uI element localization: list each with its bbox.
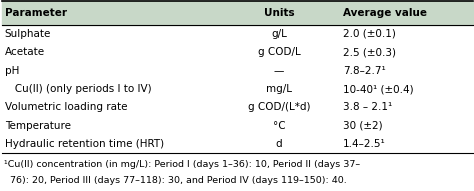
- Text: pH: pH: [5, 66, 19, 76]
- Text: 76): 20, Period III (days 77–118): 30, and Period IV (days 119–150): 40.: 76): 20, Period III (days 77–118): 30, a…: [4, 176, 346, 185]
- Text: mg/L: mg/L: [266, 84, 292, 94]
- Text: 7.8–2.7¹: 7.8–2.7¹: [343, 66, 385, 76]
- Text: —: —: [273, 66, 284, 76]
- Text: 2.5 (±0.3): 2.5 (±0.3): [343, 47, 396, 57]
- Text: Acetate: Acetate: [5, 47, 45, 57]
- Text: 1.4–2.5¹: 1.4–2.5¹: [343, 139, 385, 149]
- Text: Sulphate: Sulphate: [5, 29, 51, 39]
- Text: 3.8 – 2.1¹: 3.8 – 2.1¹: [343, 102, 392, 112]
- Text: Parameter: Parameter: [5, 8, 67, 18]
- Text: Volumetric loading rate: Volumetric loading rate: [5, 102, 127, 112]
- Text: Hydraulic retention time (HRT): Hydraulic retention time (HRT): [5, 139, 164, 149]
- Text: 30 (±2): 30 (±2): [343, 121, 383, 131]
- Text: Cu(II) (only periods I to IV): Cu(II) (only periods I to IV): [5, 84, 151, 94]
- Text: g COD/(L*d): g COD/(L*d): [247, 102, 310, 112]
- Text: Units: Units: [264, 8, 294, 18]
- Text: d: d: [275, 139, 282, 149]
- Text: ¹Cu(II) concentration (in mg/L): Period I (days 1–36): 10, Period II (days 37–: ¹Cu(II) concentration (in mg/L): Period …: [4, 160, 360, 169]
- Text: °C: °C: [273, 121, 285, 131]
- Text: Average value: Average value: [343, 8, 427, 18]
- Text: g COD/L: g COD/L: [257, 47, 300, 57]
- Text: 2.0 (±0.1): 2.0 (±0.1): [343, 29, 395, 39]
- Bar: [2, 1, 473, 25]
- Text: 10-40¹ (±0.4): 10-40¹ (±0.4): [343, 84, 413, 94]
- Text: g/L: g/L: [271, 29, 287, 39]
- Text: Temperature: Temperature: [5, 121, 71, 131]
